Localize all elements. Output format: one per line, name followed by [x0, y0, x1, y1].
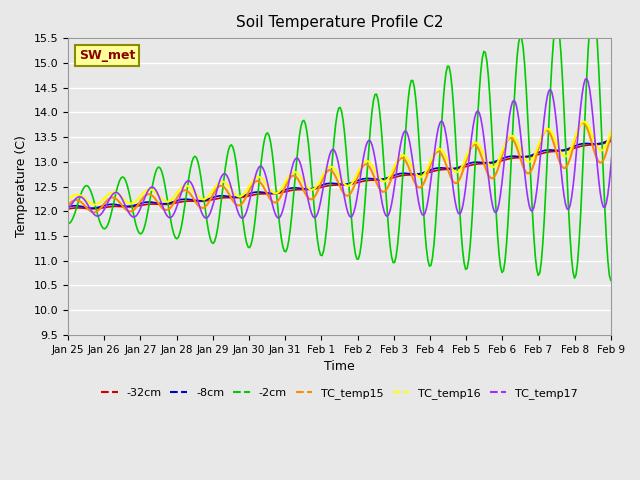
-32cm [364, 178, 371, 183]
Title: Soil Temperature Profile C2: Soil Temperature Profile C2 [236, 15, 444, 30]
-2cm [477, 69, 484, 74]
Line: -8cm: -8cm [68, 132, 640, 208]
-8cm [564, 146, 572, 152]
TC_temp15 [84, 206, 92, 212]
-8cm [88, 205, 96, 211]
TC_temp15 [64, 202, 72, 208]
Line: TC_temp17: TC_temp17 [68, 67, 640, 218]
TC_temp16 [479, 148, 486, 154]
-2cm [563, 173, 571, 179]
TC_temp15 [364, 162, 371, 168]
TC_temp17 [479, 124, 486, 130]
-32cm [90, 206, 97, 212]
-32cm [564, 147, 572, 153]
TC_temp16 [564, 151, 572, 156]
TC_temp17 [564, 206, 572, 212]
TC_temp15 [90, 209, 97, 215]
X-axis label: Time: Time [324, 360, 355, 373]
TC_temp16 [364, 158, 371, 164]
TC_temp16 [84, 198, 92, 204]
-8cm [364, 176, 371, 181]
TC_temp15 [104, 197, 111, 203]
TC_temp15 [479, 156, 486, 162]
Y-axis label: Temperature (C): Temperature (C) [15, 135, 28, 238]
-2cm [64, 221, 72, 227]
TC_temp16 [92, 202, 99, 207]
Line: -32cm: -32cm [68, 134, 640, 209]
TC_temp17 [84, 202, 92, 207]
-32cm [84, 205, 92, 211]
-2cm [84, 183, 92, 189]
TC_temp17 [364, 139, 371, 145]
Text: SW_met: SW_met [79, 49, 135, 62]
Line: TC_temp16: TC_temp16 [68, 114, 640, 204]
-32cm [64, 206, 72, 212]
TC_temp16 [104, 192, 111, 198]
TC_temp17 [64, 207, 72, 213]
TC_temp16 [64, 197, 72, 203]
-8cm [64, 204, 72, 210]
TC_temp17 [102, 204, 109, 209]
TC_temp17 [619, 64, 627, 70]
-8cm [479, 160, 486, 166]
-32cm [104, 204, 111, 210]
-2cm [362, 186, 370, 192]
-32cm [479, 161, 486, 167]
-2cm [102, 225, 109, 231]
TC_temp15 [564, 160, 572, 166]
TC_temp15 [614, 112, 622, 118]
Line: -2cm: -2cm [68, 0, 640, 283]
TC_temp17 [238, 215, 246, 221]
Legend: -32cm, -8cm, -2cm, TC_temp15, TC_temp16, TC_temp17: -32cm, -8cm, -2cm, TC_temp15, TC_temp16,… [97, 384, 582, 404]
-8cm [104, 202, 111, 208]
Line: TC_temp15: TC_temp15 [68, 115, 640, 212]
-8cm [84, 205, 92, 211]
TC_temp16 [616, 111, 624, 117]
